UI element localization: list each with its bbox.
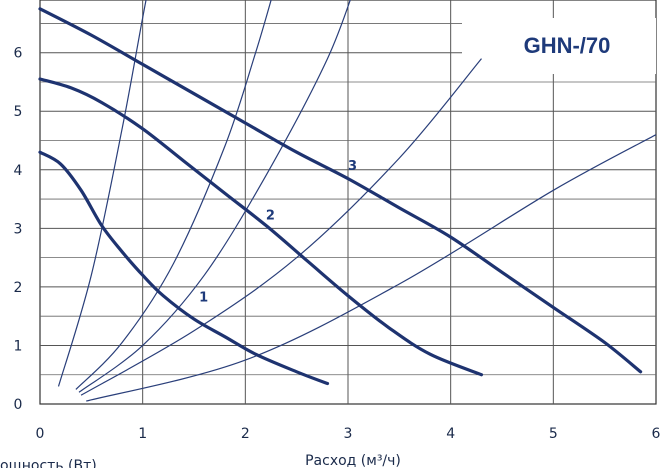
y-tick-label: 4 [14, 163, 23, 179]
pump-curve-1 [38, 150, 330, 386]
y-axis-ticks: 0 1 2 3 4 5 6 [14, 46, 23, 413]
x-axis-label: Расход (м³/ч) [305, 453, 401, 468]
model-label-box [462, 18, 656, 74]
y-tick-label: 3 [14, 221, 23, 237]
x-tick-label: 6 [652, 426, 661, 442]
y-tick-label: 0 [14, 397, 23, 413]
x-tick-label: 2 [241, 426, 250, 442]
system-curve-2 [75, 0, 272, 390]
system-curve-3 [78, 0, 351, 393]
curve-labels: 1 2 3 [199, 159, 357, 306]
system-curve-4 [80, 58, 482, 396]
y-tick-label: 2 [14, 280, 23, 296]
pump-curves [38, 7, 643, 386]
x-tick-label: 1 [138, 426, 147, 442]
x-tick-label: 4 [446, 426, 455, 442]
chart-title: GHN-/70 [524, 33, 611, 58]
x-tick-label: 5 [549, 426, 558, 442]
y-tick-label: 5 [14, 104, 23, 120]
pump-curve-3 [38, 7, 643, 374]
curve-label-1: 1 [199, 291, 208, 306]
system-curve-5 [86, 134, 656, 402]
power-label-fragment: ощность (Вт) [0, 458, 97, 468]
x-axis-ticks: 0 1 2 3 4 5 6 [36, 426, 661, 442]
curve-label-3: 3 [348, 159, 357, 174]
system-curve-1 [57, 0, 147, 387]
y-tick-label: 1 [14, 338, 23, 354]
pump-curve-2 [38, 77, 484, 377]
x-tick-label: 3 [344, 426, 353, 442]
x-tick-label: 0 [36, 426, 45, 442]
system-curves [57, 0, 656, 402]
curve-label-2: 2 [266, 209, 275, 224]
y-tick-label: 6 [14, 46, 23, 62]
